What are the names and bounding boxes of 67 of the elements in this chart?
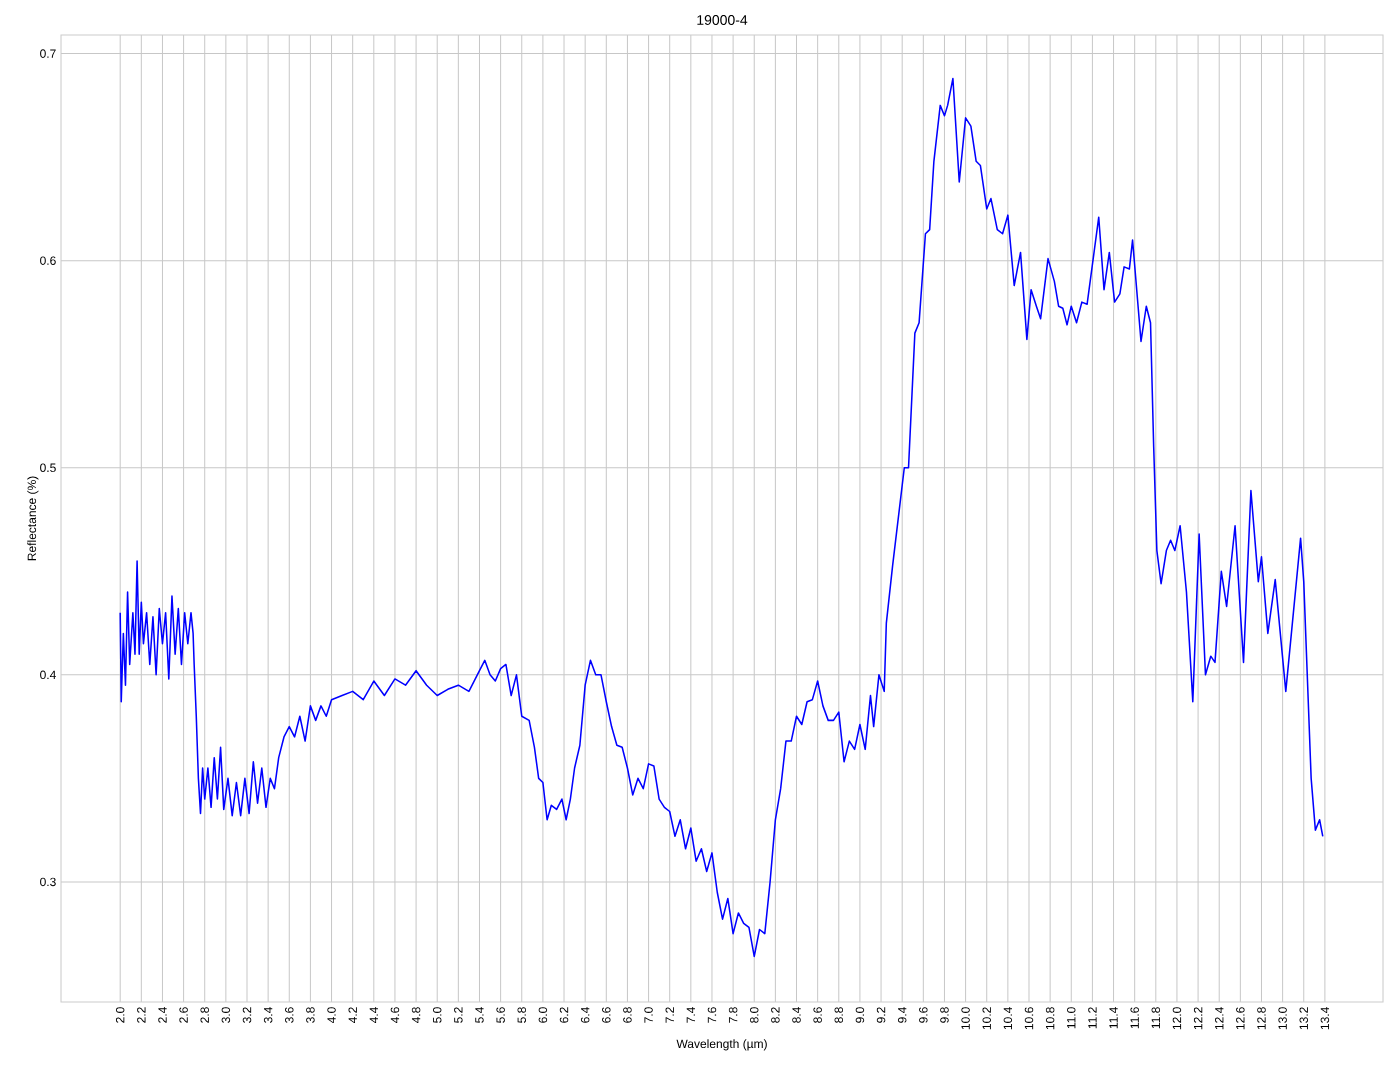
x-tick-label: 10.0 [961, 1007, 970, 1030]
x-tick-label: 8.8 [834, 1007, 844, 1023]
x-tick-label: 3.4 [263, 1007, 273, 1023]
x-axis-title: Wavelength (µm) [676, 1039, 767, 1051]
x-tick-label: 9.4 [897, 1007, 907, 1023]
x-tick-label: 12.8 [1257, 1007, 1266, 1030]
x-tick-label: 4.0 [327, 1007, 336, 1024]
chart-title: 19000-4 [697, 15, 748, 25]
x-tick-label: 2.6 [179, 1007, 188, 1023]
x-tick-label: 10.2 [982, 1007, 991, 1030]
x-tick-label: 8.4 [792, 1007, 801, 1023]
x-tick-label: 12.4 [1215, 1007, 1224, 1030]
x-tick-label: 4.6 [390, 1007, 400, 1024]
x-tick-label: 3.6 [285, 1007, 294, 1023]
x-tick-label: 11.2 [1088, 1007, 1097, 1029]
y-axis-title: Reflectance (%) [27, 476, 39, 561]
x-tick-label: 6.2 [559, 1007, 569, 1023]
x-tick-label: 2.0 [115, 1007, 125, 1023]
x-tick-label: 9.2 [876, 1007, 886, 1023]
x-tick-label: 4.2 [348, 1007, 357, 1024]
x-tick-label: 8.6 [813, 1007, 822, 1023]
x-tick-label: 11.8 [1151, 1007, 1161, 1029]
x-tick-label: 7.4 [686, 1007, 695, 1023]
x-tick-label: 8.2 [771, 1007, 780, 1023]
x-tick-label: 5.6 [496, 1007, 505, 1023]
x-tick-label: 11.6 [1130, 1007, 1139, 1029]
x-tick-label: 4.4 [369, 1007, 378, 1024]
x-tick-label: 10.8 [1045, 1007, 1055, 1030]
y-tick-label: 0.4 [40, 670, 56, 680]
x-tick-label: 10.4 [1003, 1007, 1013, 1030]
x-tick-label: 5.0 [432, 1007, 442, 1023]
x-tick-label: 12.6 [1236, 1007, 1245, 1030]
x-tick-label: 2.2 [137, 1007, 146, 1023]
x-tick-label: 7.8 [728, 1007, 738, 1023]
x-tick-label: 11.4 [1109, 1007, 1118, 1029]
x-tick-label: 9.8 [940, 1007, 949, 1023]
line-series [119, 77, 1324, 958]
x-tick-label: 2.4 [158, 1007, 167, 1023]
x-tick-label: 7.6 [707, 1007, 717, 1023]
y-tick-label: 0.7 [40, 49, 56, 58]
x-tick-label: 3.8 [306, 1007, 315, 1023]
x-tick-label: 13.2 [1299, 1007, 1309, 1030]
x-tick-label: 5.8 [517, 1007, 527, 1023]
x-tick-label: 3.0 [221, 1007, 231, 1023]
x-tick-label: 7.0 [644, 1007, 653, 1023]
x-tick-label: 10.6 [1024, 1007, 1034, 1030]
y-tick-label: 0.6 [40, 256, 56, 265]
x-tick-label: 6.0 [538, 1007, 548, 1023]
x-tick-label: 9.6 [919, 1007, 928, 1023]
y-tick-label: 0.5 [40, 463, 56, 473]
x-tick-label: 13.0 [1278, 1007, 1287, 1030]
x-tick-label: 6.8 [623, 1007, 632, 1023]
x-tick-label: 4.8 [411, 1007, 421, 1024]
x-tick-label: 6.6 [602, 1007, 611, 1023]
x-tick-label: 11.0 [1067, 1007, 1076, 1029]
x-tick-label: 12.0 [1172, 1007, 1182, 1030]
y-tick-label: 0.3 [40, 877, 56, 887]
x-tick-label: 13.4 [1320, 1007, 1330, 1030]
x-tick-label: 7.2 [665, 1007, 674, 1023]
x-tick-label: 12.2 [1193, 1007, 1203, 1030]
x-tick-label: 5.2 [454, 1007, 463, 1023]
x-tick-label: 3.2 [242, 1007, 252, 1023]
x-tick-label: 8.0 [749, 1007, 759, 1023]
x-tick-label: 5.4 [475, 1007, 484, 1023]
x-tick-label: 2.8 [200, 1007, 209, 1023]
x-tick-label: 9.0 [855, 1007, 865, 1023]
x-tick-label: 6.4 [580, 1007, 590, 1023]
